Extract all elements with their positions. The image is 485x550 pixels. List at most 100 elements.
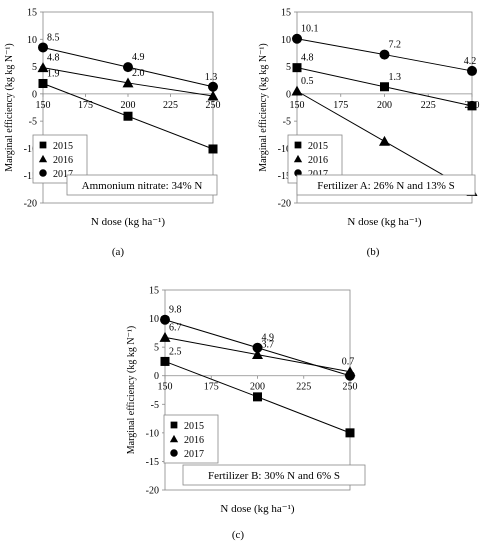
legend-marker-2015: [39, 141, 47, 149]
x-axis-label: N dose (kg ha⁻¹): [347, 216, 422, 228]
x-tick-label: 225: [421, 100, 436, 111]
x-tick-label: 175: [78, 100, 93, 111]
data-point-2017: [467, 65, 477, 76]
y-tick-label: -10: [278, 144, 291, 155]
x-axis-label: N dose (kg ha⁻¹): [220, 503, 295, 515]
data-point-2015: [160, 356, 170, 366]
y-tick-label: 5: [154, 343, 159, 354]
data-label-2016: 0.7: [342, 357, 355, 368]
legend-marker-2015: [170, 421, 178, 429]
y-tick-label: -15: [146, 457, 159, 468]
y-tick-label: 15: [281, 8, 291, 19]
x-tick-label: 200: [121, 100, 136, 111]
data-label-2017: 1.3: [205, 72, 218, 83]
x-tick-label: 150: [36, 100, 51, 111]
y-tick-label: 0: [154, 371, 159, 382]
panel-label: (b): [367, 246, 380, 258]
chart-panel-2: 151050-5-10-15-20150175200225250Marginal…: [258, 8, 480, 259]
y-tick-label: -5: [29, 117, 37, 128]
y-axis-label: Marginal efficiency (kg kg N⁻¹): [258, 43, 269, 171]
data-label-2017: 7.2: [389, 40, 402, 51]
data-label-2015: 2.5: [169, 346, 182, 357]
data-point-2017: [379, 49, 390, 60]
data-label-2017: 10.1: [301, 24, 319, 35]
chart-panel-1: 15 10 5 0 -5 -10 -15 -20 150 175 200 225 250 Marginal…: [4, 8, 221, 259]
data-point-2015: [380, 82, 389, 92]
plot-frame: [42, 11, 214, 204]
legend-label: 2015: [184, 421, 204, 432]
y-tick-label: 5: [286, 62, 291, 73]
x-tick-label: 150: [158, 382, 173, 393]
data-point-2015: [292, 63, 302, 73]
y-tick-label: 15: [27, 8, 37, 19]
data-point-2016: [122, 77, 134, 88]
legend: 2015 2016 2017: [163, 414, 219, 464]
data-point-2017: [345, 370, 355, 381]
x-tick-label: 225: [296, 382, 311, 393]
y-axis-label: Marginal efficiency (kg kg N⁻¹): [4, 43, 15, 171]
data-point-2017: [160, 314, 170, 325]
y-tick-label: 5: [32, 62, 37, 73]
legend-marker-2017: [39, 169, 47, 177]
data-point-2016: [291, 85, 303, 96]
legend-label: 2017: [308, 169, 328, 180]
data-label-2017: 9.8: [169, 305, 182, 316]
y-tick-label: -20: [146, 486, 159, 497]
data-label-2017: 8.5: [47, 32, 60, 43]
y-tick-label: -10: [24, 144, 37, 155]
plot-frame: [164, 289, 351, 491]
y-tick-label: -5: [283, 117, 291, 128]
legend-label: 2016: [308, 155, 328, 166]
annotation-text: Fertilizer B: 30% N and 6% S: [208, 470, 340, 482]
data-label-2016: 2.0: [132, 68, 145, 79]
legend-marker-2017: [170, 449, 178, 457]
data-label-2015: 1.9: [47, 68, 60, 79]
data-point-2016: [159, 331, 171, 342]
data-point-2017: [292, 33, 302, 44]
y-tick-label: 10: [281, 35, 291, 46]
legend-marker-2016: [38, 154, 48, 163]
x-tick-label: 250: [343, 382, 358, 393]
y-tick-label: -15: [24, 171, 37, 182]
legend-label: 2015: [308, 141, 328, 152]
legend-label: 2017: [184, 449, 204, 460]
data-point-2015: [467, 101, 477, 111]
legend-label: 2017: [53, 169, 73, 180]
annotation-text: Fertilizer A: 26% N and 13% S: [317, 180, 454, 192]
y-tick-label: 0: [32, 89, 37, 100]
y-tick-label: 10: [149, 314, 159, 325]
annotation-box: [182, 464, 366, 486]
annotation-box: [296, 174, 476, 196]
y-axis-label: Marginal efficiency (kg kg N⁻¹): [126, 326, 137, 454]
x-tick-label: 200: [250, 382, 265, 393]
chart-panel-3: 15 10 5 0 -5 -10 -15 -20 150 175 200 225 250 Marginal…: [126, 286, 366, 541]
data-label-2016: 4.8: [47, 53, 60, 64]
legend-marker-2016: [169, 434, 179, 443]
data-label-2016: 0.5: [301, 76, 314, 87]
data-point-2015: [253, 392, 262, 402]
data-point-2016: [252, 349, 263, 359]
legend-marker-2015: [294, 141, 302, 149]
data-point-2015: [123, 111, 133, 121]
x-tick-label: 250: [206, 100, 221, 111]
y-tick-label: 10: [27, 35, 37, 46]
x-tick-label: 175: [333, 100, 348, 111]
x-tick-label: 200: [377, 100, 392, 111]
y-tick-label: 0: [286, 89, 291, 100]
y-tick-label: -5: [151, 400, 159, 411]
x-tick-label: 175: [204, 382, 219, 393]
data-point-2015: [208, 144, 218, 154]
y-tick-label: -20: [278, 199, 291, 210]
data-label-2015: 4.8: [301, 53, 314, 64]
legend-label: 2016: [184, 435, 204, 446]
annotation-text: Ammonium nitrate: 34% N: [82, 180, 203, 192]
x-tick-label: 225: [163, 100, 178, 111]
data-label-2016: 6.7: [169, 322, 182, 333]
data-label-2015: 1.3: [389, 72, 402, 83]
panel-label: (a): [112, 246, 125, 258]
data-label-2017: 4.9: [262, 333, 275, 344]
data-label-2017: 4.2: [464, 56, 477, 67]
data-point-2016: [37, 62, 49, 73]
data-label-2016: 3.7: [262, 340, 275, 351]
